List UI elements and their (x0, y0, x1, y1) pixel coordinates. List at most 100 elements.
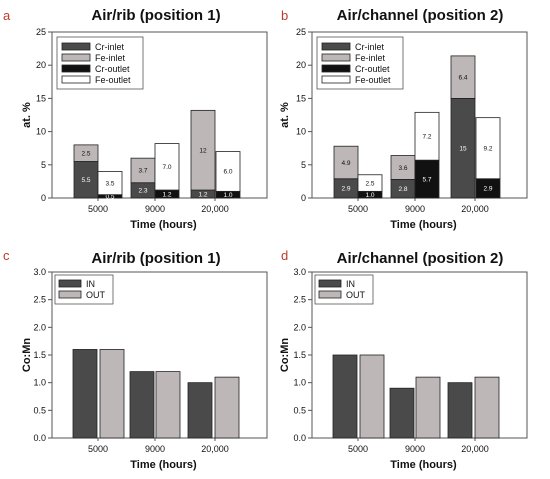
data-label: 3.5 (105, 180, 114, 187)
legend-swatch (61, 53, 91, 62)
x-axis-label: Time (hours) (130, 459, 197, 471)
x-tick-label: 20,000 (201, 204, 229, 214)
bar-fe-inlet-2 (450, 55, 476, 99)
data-label: 3.6 (398, 165, 407, 172)
bar-fe-outlet-0 (357, 174, 383, 192)
bar-in-0 (72, 349, 98, 439)
bar-fe-inlet-0 (73, 144, 99, 162)
chart-title: Air/rib (position 1) (91, 7, 220, 24)
legend-swatch (321, 53, 351, 62)
legend-label: Fe-inlet (355, 53, 386, 63)
y-tick-label: 0.5 (293, 405, 306, 415)
y-tick-label: 2.0 (293, 322, 306, 332)
x-tick-label: 20,000 (461, 444, 489, 454)
panel-letter: b (281, 8, 288, 23)
legend-swatch (61, 75, 91, 84)
bar-cr-inlet-2 (450, 98, 476, 199)
x-tick-label: 20,000 (461, 204, 489, 214)
data-label: 1.2 (162, 191, 171, 198)
x-axis-label: Time (hours) (390, 219, 457, 231)
legend-label: Fe-outlet (95, 75, 131, 85)
data-label: 15 (459, 146, 467, 153)
panel-letter: a (3, 8, 11, 23)
data-label: 6.0 (223, 169, 232, 176)
y-axis-label: at. % (279, 102, 291, 128)
y-tick-label: 3.0 (293, 267, 306, 277)
y-tick-label: 1.5 (293, 350, 306, 360)
bar-out-1 (155, 371, 181, 439)
bar-out-0 (359, 354, 385, 439)
data-label: 12 (199, 147, 207, 154)
bar-out-0 (99, 349, 125, 439)
bar-fe-inlet-0 (333, 145, 359, 180)
panel-c: c Air/rib (position 1) Co:Mn Time (hours) 0.… (3, 248, 268, 471)
x-tick-label: 9000 (145, 204, 165, 214)
x-tick-label: 20,000 (201, 444, 229, 454)
y-tick-label: 25 (296, 27, 306, 37)
y-tick-label: 0 (41, 193, 46, 203)
legend-label: IN (86, 279, 95, 289)
bar-fe-outlet-2 (215, 151, 241, 192)
x-tick-label: 5000 (88, 444, 108, 454)
y-tick-label: 20 (296, 60, 306, 70)
panel-letter: c (3, 248, 10, 263)
bar-out-2 (474, 376, 500, 439)
legend-swatch (61, 64, 91, 73)
data-label: 0.5 (105, 194, 114, 201)
panel-letter: d (281, 248, 288, 263)
panel-b: b Air/channel (position 2) at. % Time (hour… (279, 7, 528, 231)
y-tick-label: 20 (36, 60, 46, 70)
y-tick-label: 3.0 (33, 267, 46, 277)
legend-label: OUT (86, 290, 106, 300)
bar-fe-outlet-0 (97, 171, 123, 196)
x-tick-label: 5000 (348, 444, 368, 454)
y-axis-label: Co:Mn (21, 338, 33, 372)
y-axis-label: Co:Mn (279, 338, 291, 372)
y-tick-label: 5 (301, 160, 306, 170)
data-label: 2.9 (341, 186, 350, 193)
y-tick-label: 10 (296, 127, 306, 137)
y-tick-label: 1.5 (33, 350, 46, 360)
y-tick-label: 0.5 (33, 405, 46, 415)
y-tick-label: 0.0 (33, 433, 46, 443)
x-axis-label: Time (hours) (390, 459, 457, 471)
x-tick-label: 9000 (405, 204, 425, 214)
data-label: 1.0 (223, 192, 232, 199)
y-tick-label: 2.5 (33, 295, 46, 305)
y-tick-label: 0.0 (293, 433, 306, 443)
data-label: 4.9 (341, 160, 350, 167)
bar-fe-inlet-2 (190, 109, 216, 191)
y-tick-label: 1.0 (33, 378, 46, 388)
legend-swatch (321, 42, 351, 51)
legend-label: Cr-outlet (355, 64, 390, 74)
y-tick-label: 5 (41, 160, 46, 170)
legend-swatch (321, 75, 351, 84)
legend-swatch (58, 290, 82, 299)
x-axis-label: Time (hours) (130, 219, 197, 231)
legend-label: Cr-inlet (95, 42, 125, 52)
legend-label: Fe-outlet (355, 75, 391, 85)
bar-fe-outlet-1 (414, 111, 440, 161)
y-tick-label: 2.0 (33, 322, 46, 332)
chart-title: Air/channel (position 2) (337, 7, 504, 24)
data-label: 2.3 (138, 188, 147, 195)
data-label: 6.4 (458, 74, 467, 81)
bar-fe-inlet-1 (130, 157, 156, 184)
y-tick-label: 2.5 (293, 295, 306, 305)
data-label: 2.9 (483, 186, 492, 193)
x-tick-label: 9000 (145, 444, 165, 454)
chart-title: Air/rib (position 1) (91, 250, 220, 267)
y-tick-label: 15 (296, 93, 306, 103)
data-label: 2.5 (81, 150, 90, 157)
data-label: 5.5 (81, 177, 90, 184)
bar-in-2 (447, 382, 473, 439)
legend-label: Cr-inlet (355, 42, 385, 52)
legend-label: IN (346, 279, 355, 289)
chart-title: Air/channel (position 2) (337, 250, 504, 267)
bar-in-1 (129, 371, 155, 439)
legend-label: Cr-outlet (95, 64, 130, 74)
panel-a: a Air/rib (position 1) at. % Time (hours) 0 5… (3, 7, 268, 231)
data-label: 9.2 (483, 146, 492, 153)
bar-fe-outlet-2 (475, 117, 501, 180)
